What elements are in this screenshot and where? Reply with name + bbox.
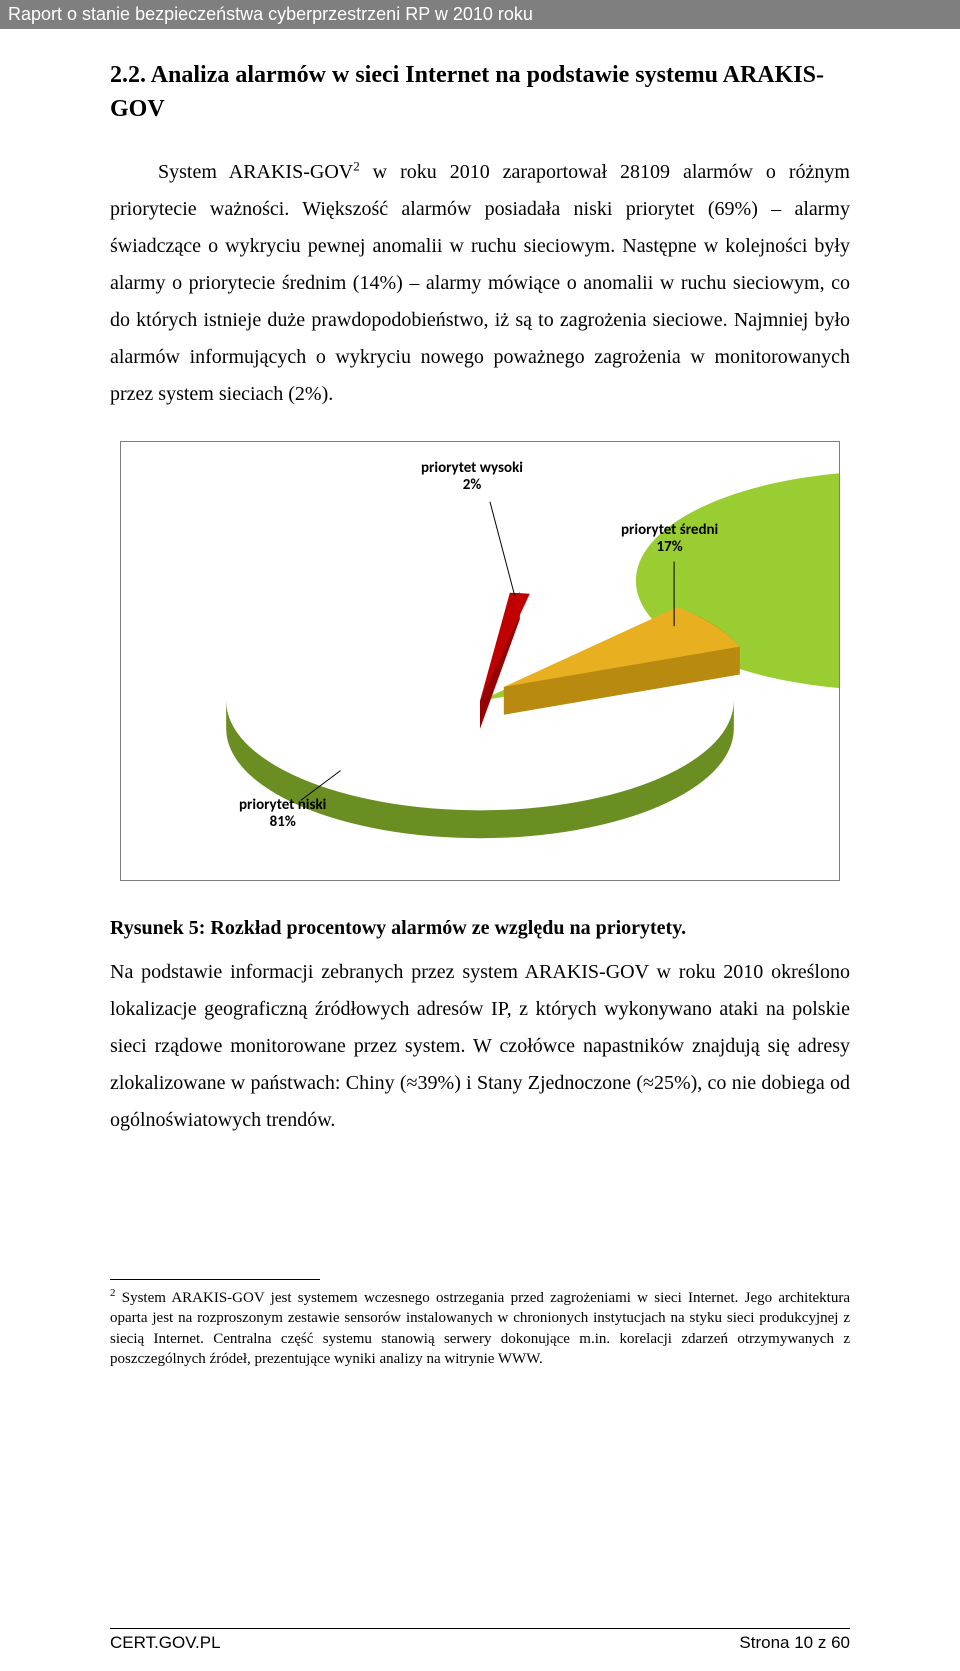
label-niski-pct: 81%: [239, 814, 326, 831]
footnote: 2 System ARAKIS-GOV jest systemem wczesn…: [110, 1286, 850, 1369]
section-heading: 2.2. Analiza alarmów w sieci Internet na…: [110, 59, 850, 126]
footer-right: Strona 10 z 60: [739, 1633, 850, 1653]
pie-chart-svg: [121, 442, 839, 880]
label-sredni-pct: 17%: [621, 539, 718, 556]
label-niski: priorytet niski 81%: [239, 797, 326, 832]
label-wysoki: priorytet wysoki 2%: [421, 460, 523, 495]
leader-wysoki: [490, 502, 515, 597]
label-sredni-name: priorytet średni: [621, 522, 718, 539]
header-banner: Raport o stanie bezpieczeństwa cyberprze…: [0, 0, 960, 29]
page-footer: CERT.GOV.PL Strona 10 z 60: [110, 1628, 850, 1653]
label-sredni: priorytet średni 17%: [621, 522, 718, 557]
slice-sredni: [504, 607, 740, 715]
footer-left: CERT.GOV.PL: [110, 1633, 221, 1653]
p1-text-b: w roku 2010 zaraportował 28109 alarmów o…: [110, 161, 850, 405]
slice-niski: [226, 471, 839, 838]
figure-caption: Rysunek 5: Rozkład procentowy alarmów ze…: [110, 917, 850, 940]
p1-text-a: System ARAKIS-GOV: [158, 161, 353, 183]
paragraph-2: Na podstawie informacji zebranych przez …: [110, 954, 850, 1139]
footnote-separator: [110, 1279, 320, 1280]
paragraph-1: System ARAKIS-GOV2 w roku 2010 zaraporto…: [110, 154, 850, 413]
pie-chart: priorytet wysoki 2% priorytet średni 17%…: [120, 441, 840, 881]
label-wysoki-pct: 2%: [421, 477, 523, 494]
footnote-text: System ARAKIS-GOV jest systemem wczesneg…: [110, 1290, 850, 1367]
label-niski-name: priorytet niski: [239, 797, 326, 814]
label-wysoki-name: priorytet wysoki: [421, 460, 523, 477]
